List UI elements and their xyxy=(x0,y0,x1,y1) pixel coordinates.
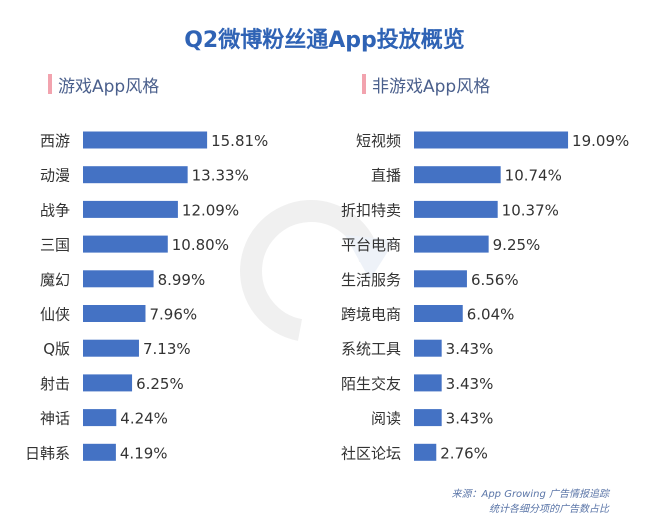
category-label: 战争 xyxy=(40,201,70,219)
value-label: 12.09% xyxy=(182,201,239,219)
bar xyxy=(414,270,467,288)
value-label: 13.33% xyxy=(192,167,249,185)
category-label: 动漫 xyxy=(40,167,70,185)
value-label: 6.25% xyxy=(136,375,184,393)
category-label: 直播 xyxy=(371,167,401,185)
category-label: 生活服务 xyxy=(341,271,401,289)
value-label: 4.19% xyxy=(120,444,168,462)
category-label: 折扣特卖 xyxy=(341,201,401,219)
category-label: 射击 xyxy=(40,375,70,393)
category-label: 西游 xyxy=(40,132,70,150)
value-label: 6.56% xyxy=(471,271,519,289)
source-line-2: 统计各细分项的广告数占比 xyxy=(489,504,609,515)
source-note: 来源：App Growing 广告情报追踪 统计各细分项的广告数占比 xyxy=(451,487,609,517)
bar xyxy=(83,270,154,288)
left-chart-title: 游戏App风格 xyxy=(48,72,159,97)
bar xyxy=(83,235,168,253)
bar xyxy=(414,166,501,184)
value-label: 10.80% xyxy=(172,236,229,254)
bar xyxy=(414,339,442,357)
value-label: 3.43% xyxy=(446,340,494,358)
category-label: 系统工具 xyxy=(341,340,401,358)
category-label: 跨境电商 xyxy=(341,306,401,324)
value-label: 7.96% xyxy=(149,306,197,324)
category-label: 阅读 xyxy=(371,410,401,428)
category-label: 短视频 xyxy=(356,132,401,150)
value-label: 10.37% xyxy=(502,201,559,219)
category-label: 三国 xyxy=(40,236,70,254)
source-line-1: 来源：App Growing 广告情报追踪 xyxy=(451,489,609,500)
bar xyxy=(414,305,463,322)
page-title: Q2微博粉丝通App投放概览 xyxy=(184,28,465,53)
bar xyxy=(83,374,133,392)
value-label: 10.74% xyxy=(505,167,562,185)
category-label: Q版 xyxy=(43,340,70,358)
value-label: 9.25% xyxy=(493,236,541,254)
right-chart-title: 非游戏App风格 xyxy=(362,72,490,97)
category-label: 社区论坛 xyxy=(341,444,401,462)
value-label: 8.99% xyxy=(158,271,206,289)
bar xyxy=(83,305,146,322)
value-label: 3.43% xyxy=(446,375,494,393)
category-label: 日韩系 xyxy=(25,444,70,462)
category-label: 神话 xyxy=(40,410,70,428)
value-label: 19.09% xyxy=(572,132,629,150)
bar xyxy=(414,235,489,253)
value-label: 15.81% xyxy=(211,132,268,150)
bar xyxy=(414,409,442,427)
category-label: 仙侠 xyxy=(40,306,70,324)
watermark-arc-icon xyxy=(240,200,381,341)
bar xyxy=(83,339,139,357)
value-label: 6.04% xyxy=(467,306,515,324)
bar xyxy=(83,443,116,461)
bar xyxy=(83,409,117,427)
value-label: 7.13% xyxy=(143,340,191,358)
category-label: 魔幻 xyxy=(40,271,70,289)
bar xyxy=(83,200,178,218)
category-label: 陌生交友 xyxy=(341,375,401,393)
bar xyxy=(83,131,208,149)
bar xyxy=(414,131,569,149)
watermark-arrow-icon xyxy=(345,235,395,280)
value-label: 4.24% xyxy=(120,410,168,428)
bar xyxy=(414,443,437,461)
value-label: 3.43% xyxy=(446,410,494,428)
bar xyxy=(83,166,188,184)
value-label: 2.76% xyxy=(440,444,488,462)
bar xyxy=(414,374,442,392)
category-label: 平台电商 xyxy=(341,236,401,254)
bar xyxy=(414,200,498,218)
